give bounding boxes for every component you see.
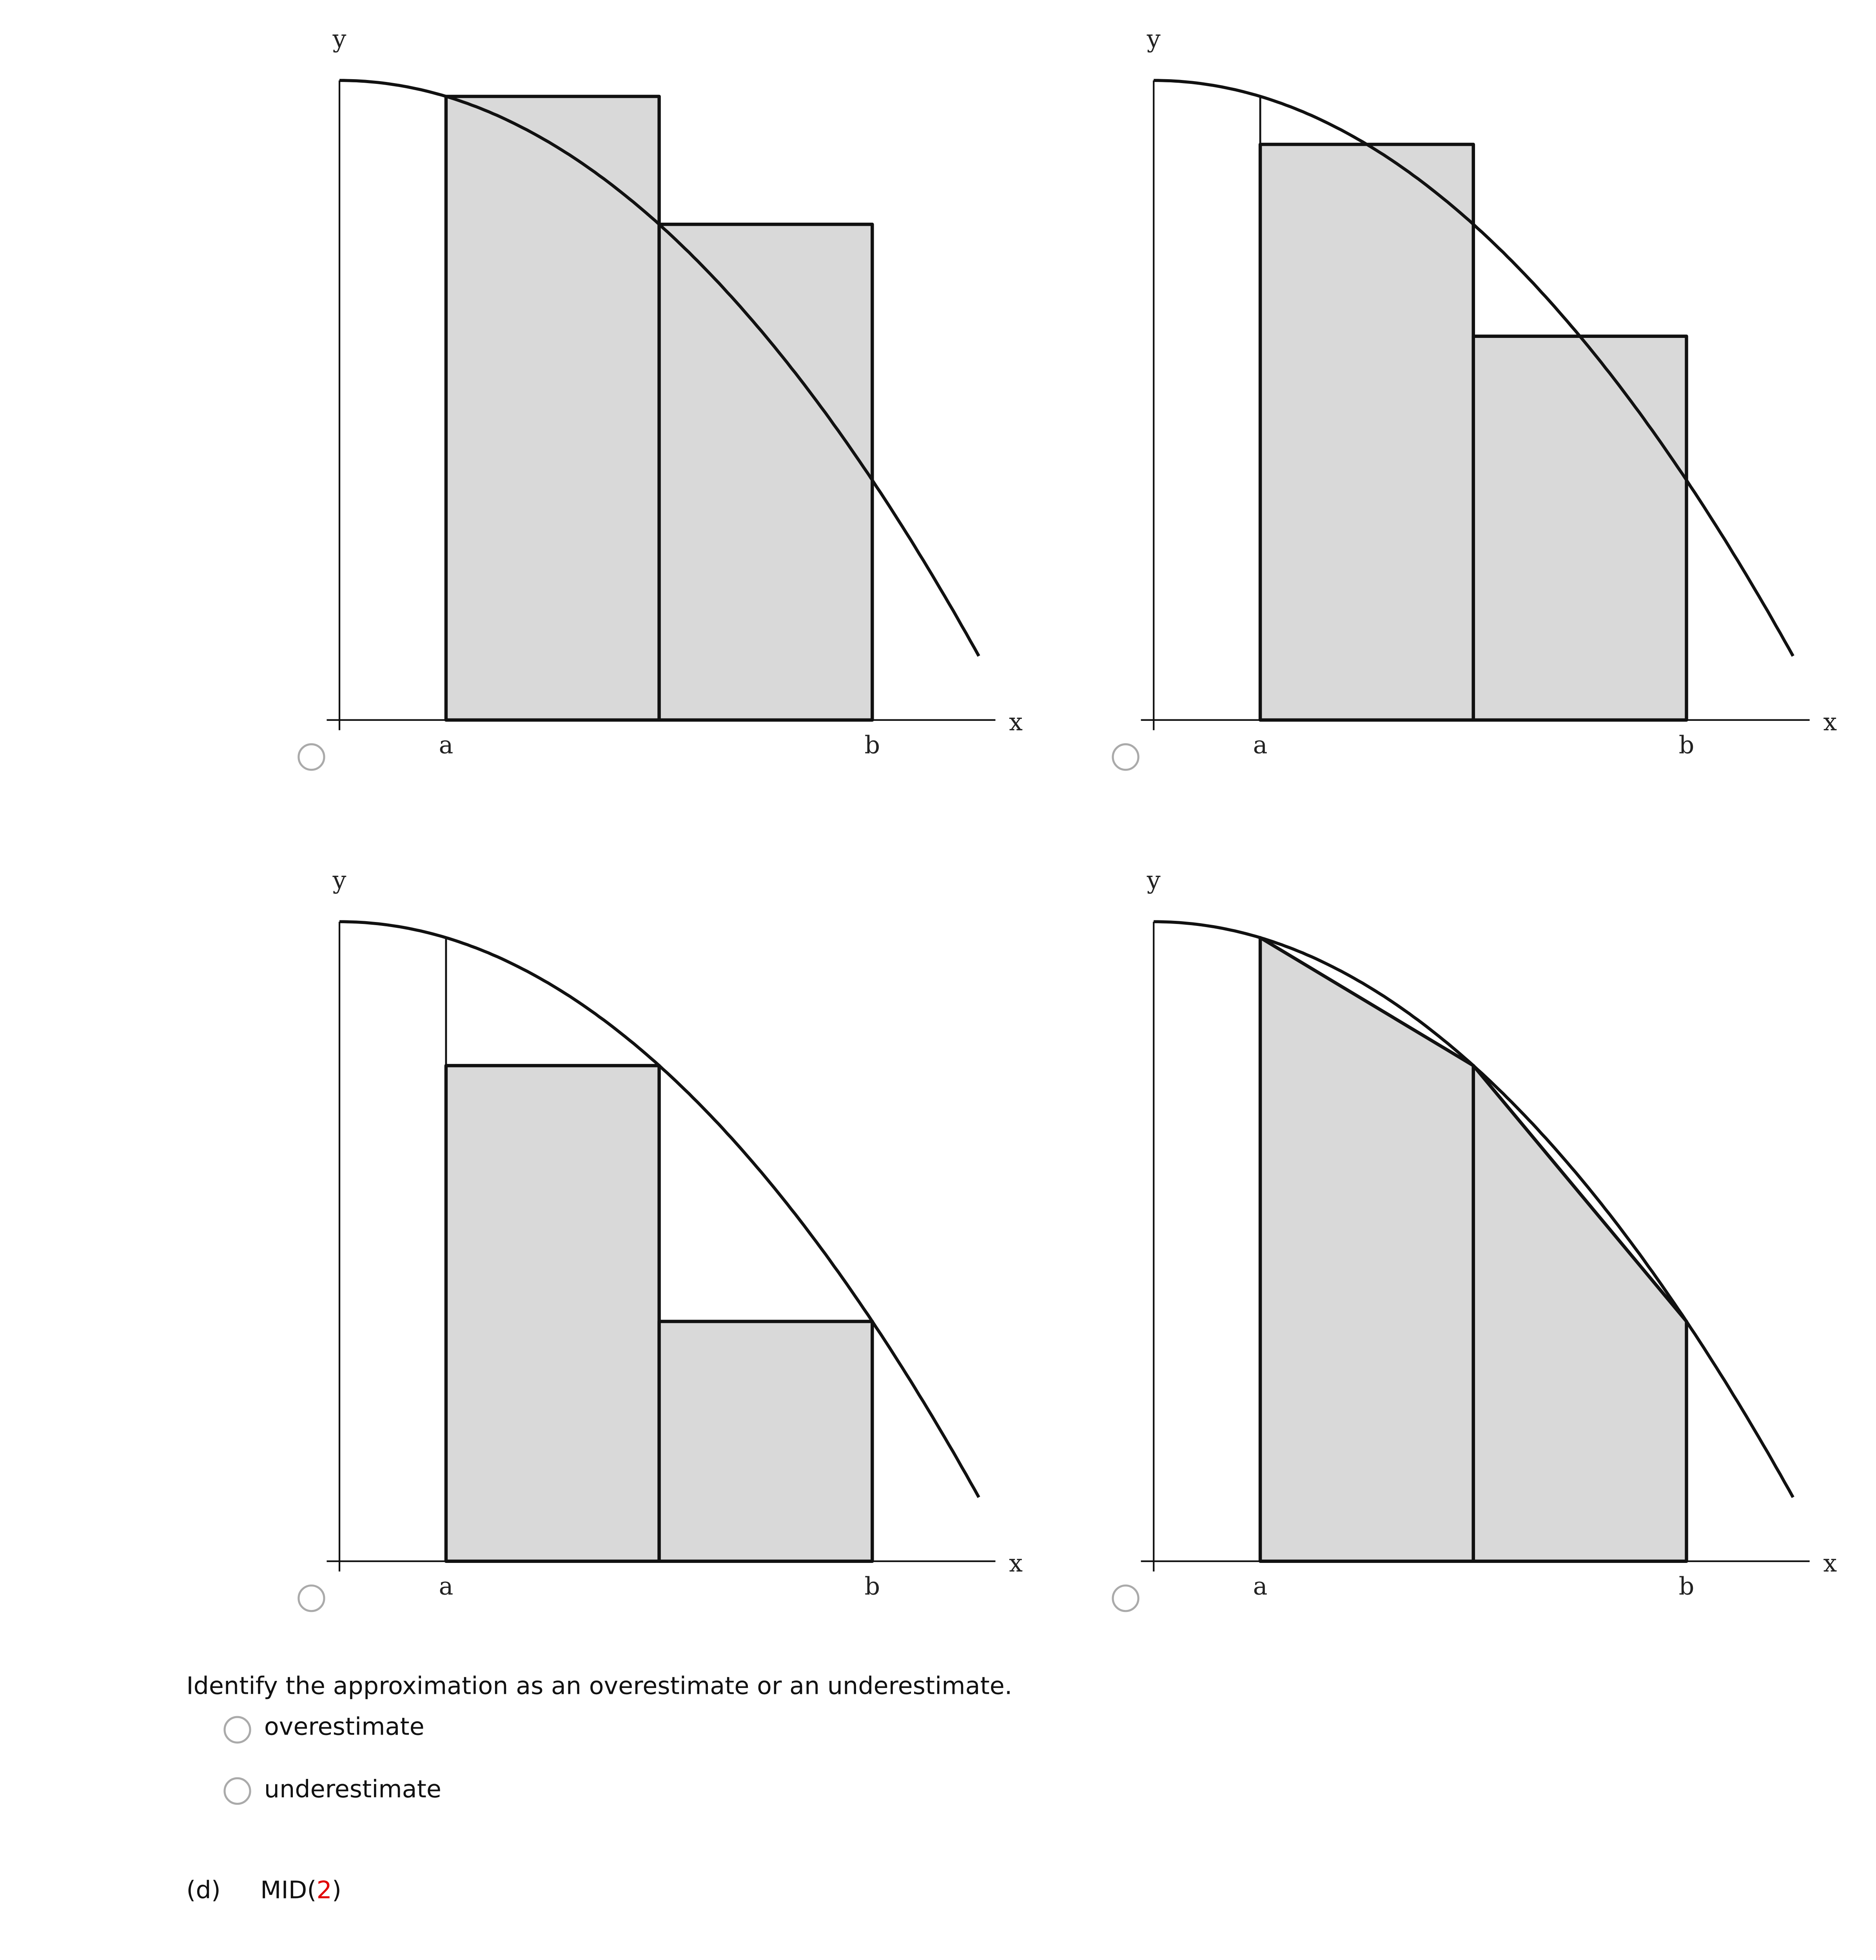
- tick-label-a: a: [1253, 731, 1268, 759]
- mid-n: 2: [317, 1876, 332, 1904]
- tick-label-b: b: [865, 1572, 880, 1600]
- rectangle-2: [657, 223, 874, 722]
- part-expression: MID(2): [260, 1876, 341, 1904]
- question-prompt: Identify the approximation as an overest…: [186, 1671, 1012, 1700]
- option-overestimate-label: overestimate: [264, 1713, 425, 1741]
- tick-label-a: a: [1253, 1572, 1268, 1600]
- graph-4: y x a b: [1112, 866, 1837, 1612]
- y-axis-label: y: [332, 866, 347, 895]
- tick-label-a: a: [439, 1572, 453, 1600]
- graph-2: y x a b: [1112, 25, 1837, 771]
- rectangle-1: [444, 94, 661, 722]
- function-curve: [339, 920, 980, 1498]
- mid-prefix: MID(: [260, 1876, 316, 1904]
- y-axis-label: y: [1147, 25, 1161, 53]
- function-curve: [339, 79, 980, 657]
- rectangle-1: [444, 1064, 661, 1563]
- x-axis-label: x: [1823, 708, 1837, 736]
- part-label: (d): [186, 1876, 221, 1904]
- option-underestimate-label: underestimate: [264, 1775, 441, 1803]
- x-axis-label: x: [1823, 1549, 1837, 1577]
- rectangle-2: [657, 1319, 874, 1563]
- tick-label-b: b: [1679, 731, 1695, 759]
- graph-3: y x a b: [298, 866, 1023, 1612]
- radio-graph-2[interactable]: [1112, 743, 1139, 771]
- radio-graph-4[interactable]: [1112, 1584, 1139, 1612]
- rectangle-2: [1471, 334, 1688, 722]
- radio-graph-1[interactable]: [298, 743, 325, 771]
- rectangle-1: [1258, 143, 1475, 722]
- graph-1: y x a b: [298, 25, 1023, 771]
- graph-choices: y x a b y x a b y x a b y x a b: [298, 25, 1837, 1612]
- trapezoid-1: [1258, 936, 1475, 1563]
- trapezoid-2: [1471, 1064, 1688, 1563]
- y-axis-label: y: [1147, 866, 1161, 895]
- function-curve: [1154, 920, 1794, 1498]
- radio-graph-3[interactable]: [298, 1584, 325, 1612]
- mid-suffix: ): [332, 1876, 341, 1904]
- x-axis-label: x: [1009, 1549, 1023, 1577]
- radio-underestimate[interactable]: [223, 1777, 251, 1805]
- y-axis-label: y: [332, 25, 347, 53]
- tick-label-a: a: [439, 731, 453, 759]
- function-curve: [1154, 79, 1794, 657]
- radio-overestimate[interactable]: [223, 1716, 251, 1744]
- x-axis-label: x: [1009, 708, 1023, 736]
- tick-label-b: b: [1679, 1572, 1695, 1600]
- tick-label-b: b: [865, 731, 880, 759]
